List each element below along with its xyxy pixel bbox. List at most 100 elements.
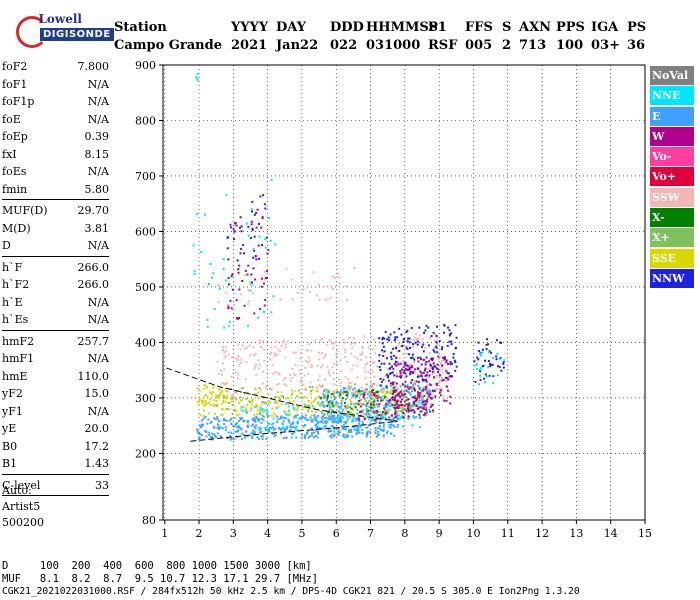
data-point <box>403 400 406 403</box>
logo-lowell-text: Lowell <box>38 12 82 26</box>
data-point <box>236 317 239 320</box>
data-point <box>277 391 280 394</box>
data-point <box>196 401 199 404</box>
data-point <box>208 431 211 434</box>
param-value: N/A <box>87 295 109 309</box>
data-point <box>362 413 365 416</box>
data-point <box>249 289 252 292</box>
data-point <box>382 394 385 397</box>
data-point <box>196 79 199 82</box>
data-point <box>413 411 416 414</box>
data-point <box>255 258 258 261</box>
header-label-yyyy: YYYY <box>231 20 269 35</box>
data-point <box>299 351 302 354</box>
data-point <box>282 339 285 342</box>
param-value: 266.0 <box>77 278 110 291</box>
data-point <box>401 341 404 344</box>
data-point <box>376 433 379 436</box>
legend-entry: SSW <box>650 187 694 207</box>
data-point <box>396 336 399 339</box>
data-point <box>322 389 325 392</box>
data-point <box>263 304 266 307</box>
data-point <box>396 401 399 404</box>
data-point <box>352 364 355 367</box>
data-point <box>233 437 236 440</box>
data-point <box>348 431 351 434</box>
data-point <box>314 419 317 422</box>
data-point <box>413 336 416 339</box>
data-point <box>276 421 279 424</box>
data-point <box>270 311 273 314</box>
legend-entry: X- <box>650 208 694 228</box>
data-point <box>392 383 395 386</box>
data-point <box>239 418 242 421</box>
data-point <box>393 339 396 342</box>
data-point <box>246 391 249 394</box>
data-point <box>222 399 225 402</box>
data-point <box>295 428 298 431</box>
data-point <box>337 428 340 431</box>
data-point <box>382 399 385 402</box>
data-point <box>352 417 355 420</box>
param-value: 33 <box>95 478 109 492</box>
header-label-hhmmss: HHMMSS <box>366 20 438 35</box>
data-point <box>378 390 381 393</box>
data-point <box>400 389 403 392</box>
data-point <box>237 420 240 423</box>
data-point <box>418 396 421 399</box>
data-point <box>262 370 265 373</box>
data-point <box>407 411 410 414</box>
data-point <box>333 416 336 419</box>
param-label: hmE <box>2 369 28 383</box>
data-point <box>372 400 375 403</box>
data-point <box>266 408 269 411</box>
data-point <box>394 420 397 423</box>
data-point <box>250 407 253 410</box>
data-point <box>222 419 225 422</box>
data-point <box>276 383 279 386</box>
data-point <box>300 417 303 420</box>
data-point <box>246 421 249 424</box>
data-point <box>350 368 353 371</box>
data-point <box>429 369 432 372</box>
data-point <box>255 415 258 418</box>
data-point <box>385 409 388 412</box>
data-point <box>269 358 272 361</box>
data-point <box>393 401 396 404</box>
param-value: 257.7 <box>77 334 110 348</box>
data-point <box>214 418 217 421</box>
data-point <box>324 425 327 428</box>
data-point <box>235 390 238 393</box>
data-point <box>348 415 351 418</box>
param-row: hmF1 N/A <box>2 350 109 368</box>
data-point <box>239 396 242 399</box>
data-point <box>332 405 335 408</box>
data-point <box>282 379 285 382</box>
data-point <box>249 401 252 404</box>
data-point <box>412 409 415 412</box>
data-point <box>373 394 376 397</box>
data-point <box>380 380 383 383</box>
data-point <box>314 434 317 437</box>
data-point <box>376 414 379 417</box>
data-point <box>205 386 208 389</box>
data-point <box>397 342 400 345</box>
data-point <box>434 345 437 348</box>
data-point <box>283 383 286 386</box>
data-point <box>250 432 253 435</box>
data-point <box>288 420 291 423</box>
data-point <box>407 406 410 409</box>
data-point <box>346 413 349 416</box>
chart-trace <box>164 366 399 442</box>
data-point <box>441 348 444 351</box>
data-point <box>211 436 214 439</box>
data-point <box>224 387 227 390</box>
data-point <box>428 388 431 391</box>
data-point <box>372 388 375 391</box>
data-point <box>230 275 233 278</box>
param-row: yF1 N/A <box>2 403 109 421</box>
param-label: D <box>2 239 11 252</box>
data-point <box>416 373 419 376</box>
data-point <box>330 412 333 415</box>
data-point <box>379 411 382 414</box>
